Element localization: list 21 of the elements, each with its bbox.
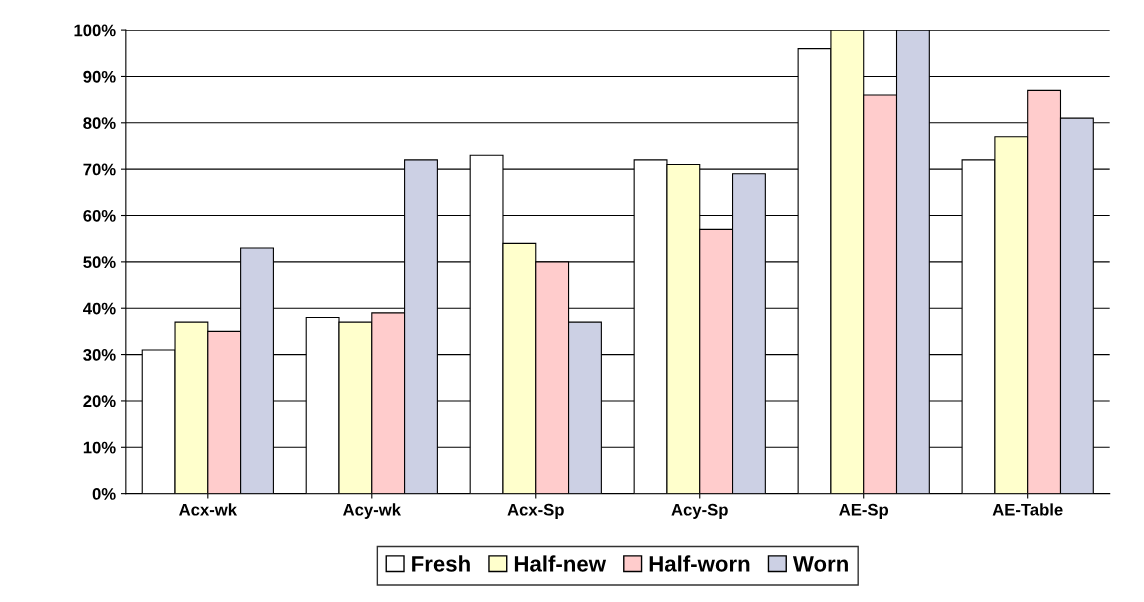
legend-label: Fresh: [412, 555, 470, 572]
y-tick-label: 40%: [83, 302, 116, 315]
x-tick-label: Acx-Sp: [507, 503, 564, 519]
x-tick-label: Acy-Sp: [671, 503, 728, 519]
y-tick-label: 100%: [74, 24, 116, 37]
y-tick-label: 80%: [83, 117, 116, 130]
legend-label: Half-worn: [649, 555, 750, 572]
y-tick-label: 10%: [83, 441, 116, 454]
y-tick-label: 70%: [83, 163, 116, 176]
y-tick-label: 60%: [83, 209, 116, 222]
legend-label: Worn: [792, 556, 848, 572]
y-tick-label: 20%: [83, 395, 116, 408]
x-tick-label: Acx-wk: [179, 503, 238, 516]
x-tick-label: AE-Table: [992, 503, 1063, 516]
legend-label: Half-new: [514, 555, 607, 572]
x-tick-label: Acy-wk: [343, 503, 401, 519]
x-tick-label: AE-Sp: [839, 503, 889, 519]
y-tick-label: 0%: [92, 488, 116, 500]
y-tick-label: 30%: [83, 348, 116, 361]
y-tick-label: 90%: [83, 70, 116, 83]
y-tick-label: 50%: [83, 256, 116, 269]
